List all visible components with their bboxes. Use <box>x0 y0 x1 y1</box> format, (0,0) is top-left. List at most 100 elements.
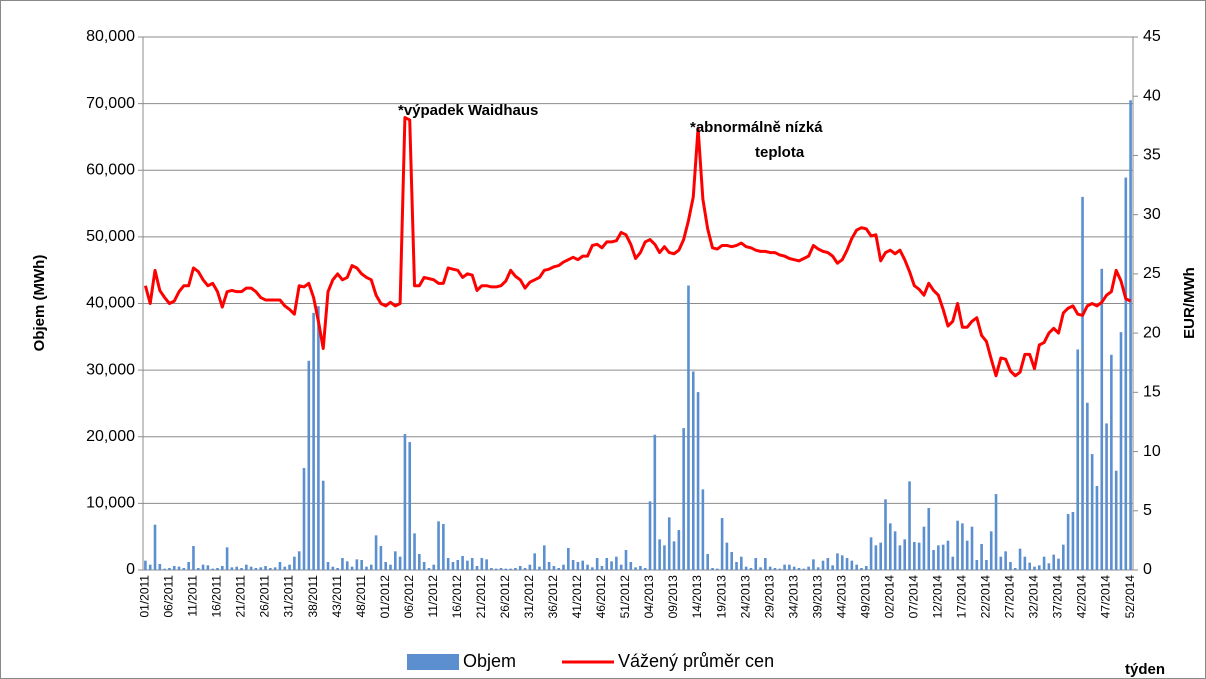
bar <box>941 544 945 570</box>
bar <box>884 499 887 570</box>
bar <box>648 501 652 570</box>
bar <box>802 568 806 570</box>
bar <box>494 568 498 570</box>
bar <box>1062 544 1065 570</box>
bar <box>398 556 402 570</box>
bar <box>619 564 623 570</box>
bar <box>552 566 556 570</box>
bar <box>946 540 950 570</box>
bar <box>1057 558 1060 570</box>
x-tick-label: 21/2012 <box>474 575 488 619</box>
bar <box>432 564 436 570</box>
x-tick-label: 47/2014 <box>1099 575 1113 619</box>
x-tick-label: 16/2012 <box>450 575 464 619</box>
y-tick-label: 40,000 <box>86 295 135 312</box>
bar <box>840 555 844 570</box>
x-tick-label: 49/2013 <box>858 575 872 619</box>
y2-tick-label: 10 <box>1143 443 1161 460</box>
bar <box>893 531 897 570</box>
bar <box>826 558 830 570</box>
bar <box>177 566 181 570</box>
bar <box>509 568 512 570</box>
y-tick-label: 60,000 <box>86 161 135 178</box>
bar <box>1042 556 1046 570</box>
bar <box>845 558 849 570</box>
bar <box>730 552 734 570</box>
bar <box>201 564 205 570</box>
bar <box>1033 566 1036 570</box>
x-tick-label: 27/2014 <box>1003 575 1017 619</box>
bar <box>937 545 940 570</box>
bar <box>999 556 1003 570</box>
bar <box>653 434 657 570</box>
bar <box>1100 268 1104 570</box>
bar <box>403 434 407 570</box>
x-tick-label: 29/2013 <box>762 575 776 619</box>
bar <box>220 566 224 570</box>
bar <box>571 560 575 570</box>
bar <box>1028 562 1031 570</box>
bar <box>889 523 892 570</box>
bar <box>1105 423 1108 570</box>
x-tick-label: 02/2014 <box>882 575 896 619</box>
annotation: *abnormálně nízká <box>690 119 823 136</box>
x-tick-label: 51/2012 <box>618 575 632 619</box>
bar <box>562 564 565 570</box>
bar <box>307 360 311 570</box>
bar <box>336 568 339 570</box>
bar <box>374 535 378 570</box>
bar <box>490 568 493 570</box>
bar <box>389 564 392 570</box>
y2-tick-label: 45 <box>1143 28 1161 45</box>
bar <box>547 562 551 570</box>
bar <box>269 568 272 570</box>
bar <box>792 566 796 570</box>
bar <box>821 560 825 570</box>
bar <box>369 564 373 570</box>
bar <box>740 556 743 570</box>
bar <box>956 520 959 570</box>
bar <box>182 568 186 570</box>
x-tick-label: 21/2011 <box>234 575 248 618</box>
bar <box>523 568 527 570</box>
bar <box>283 566 287 570</box>
bar <box>850 560 854 570</box>
bar <box>836 553 839 570</box>
bar <box>321 480 325 570</box>
bar <box>1114 470 1118 570</box>
x-tick-label: 14/2013 <box>690 575 704 619</box>
bar <box>326 562 330 570</box>
bar <box>591 567 594 570</box>
bar <box>624 550 628 570</box>
bar <box>658 539 661 570</box>
bar <box>812 559 815 570</box>
x-tick-label: 34/2013 <box>786 575 800 619</box>
bar <box>345 561 349 570</box>
bar <box>456 560 460 570</box>
bar <box>903 539 907 570</box>
bar <box>927 508 931 570</box>
x-tick-label: 01/2011 <box>138 575 152 618</box>
bar <box>610 561 613 570</box>
bar <box>643 568 647 570</box>
bar <box>989 531 993 570</box>
bar <box>860 568 863 570</box>
bar <box>230 567 234 570</box>
bar <box>672 541 676 570</box>
y2-tick-label: 25 <box>1143 265 1161 282</box>
bar <box>245 564 248 570</box>
bar <box>1124 177 1128 571</box>
bar <box>422 562 426 570</box>
bar <box>144 560 147 570</box>
bar <box>764 558 767 570</box>
y-tick-label: 0 <box>126 561 135 578</box>
x-tick-label: 09/2013 <box>666 575 680 619</box>
x-tick-label: 11/2011 <box>186 575 200 617</box>
bar <box>725 542 729 570</box>
bar <box>855 564 858 570</box>
bar <box>302 468 306 570</box>
bar <box>187 562 190 570</box>
x-tick-label: 11/2012 <box>426 575 440 618</box>
x-tick-label: 32/2014 <box>1027 575 1041 619</box>
